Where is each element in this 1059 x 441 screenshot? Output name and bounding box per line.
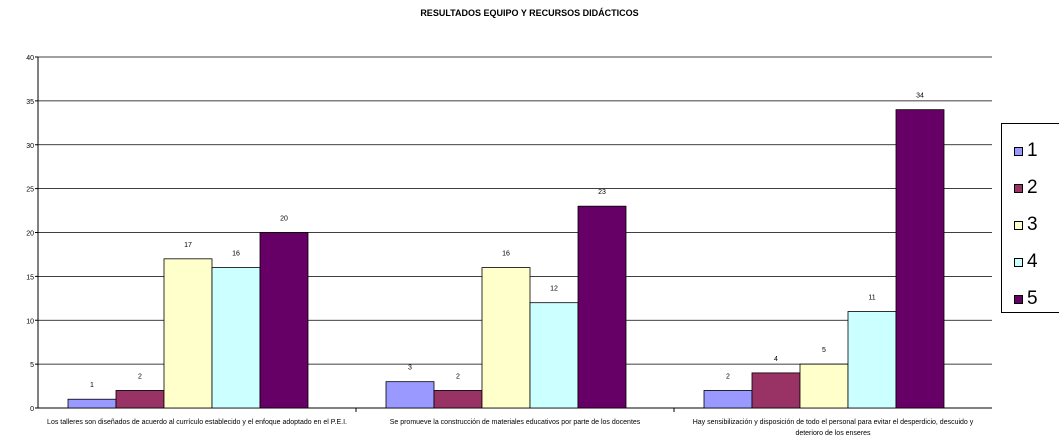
legend-item: 2 xyxy=(1014,175,1038,201)
legend-swatch xyxy=(1014,146,1023,156)
bar xyxy=(385,381,435,409)
y-tick-label: 15 xyxy=(26,274,34,281)
data-label: 5 xyxy=(822,347,826,354)
bar xyxy=(529,302,579,409)
legend-label: 4 xyxy=(1027,251,1038,272)
data-label: 12 xyxy=(550,286,558,293)
bar xyxy=(211,267,261,409)
data-label: 16 xyxy=(232,251,240,258)
data-label: 20 xyxy=(280,216,288,223)
data-label: 23 xyxy=(598,189,606,196)
y-tick-label: 35 xyxy=(26,99,34,106)
bar xyxy=(847,311,897,409)
bar xyxy=(703,390,753,409)
legend-label: 1 xyxy=(1027,140,1038,161)
bar xyxy=(67,398,117,409)
bar xyxy=(481,267,531,409)
y-tick-label: 25 xyxy=(26,187,34,194)
bar xyxy=(115,390,165,409)
legend: 1 2 3 4 5 xyxy=(1001,123,1059,313)
data-label: 16 xyxy=(502,251,510,258)
x-category-label: Se promueve la construcción de materiale… xyxy=(389,419,641,426)
data-label: 34 xyxy=(916,93,924,100)
legend-label: 2 xyxy=(1027,177,1038,198)
data-label: 2 xyxy=(726,373,730,380)
data-label: 2 xyxy=(456,373,460,380)
legend-label: 3 xyxy=(1027,214,1038,235)
bar xyxy=(259,232,309,409)
bar xyxy=(751,372,801,409)
legend-item: 5 xyxy=(1014,286,1038,312)
x-category-label: Los talleres son diseñados de acuerdo al… xyxy=(47,419,347,426)
data-label: 2 xyxy=(138,373,142,380)
data-label: 17 xyxy=(184,242,192,249)
x-category-label: Hay sensibilización y disposición de tod… xyxy=(692,419,974,437)
data-label: 3 xyxy=(408,365,412,372)
data-label: 11 xyxy=(868,294,875,301)
y-tick-label: 20 xyxy=(26,231,34,238)
bar xyxy=(799,363,849,409)
data-label: 1 xyxy=(90,382,94,389)
y-tick-label: 40 xyxy=(26,55,34,62)
y-tick-label: 10 xyxy=(26,318,34,325)
y-tick-label: 5 xyxy=(30,362,34,369)
chart-title: RESULTADOS EQUIPO Y RECURSOS DIDÁCTICOS xyxy=(420,8,639,18)
legend-swatch xyxy=(1014,257,1023,267)
legend-label: 5 xyxy=(1027,288,1038,309)
legend-item: 1 xyxy=(1014,138,1038,164)
bar xyxy=(895,109,945,409)
legend-item: 3 xyxy=(1014,212,1038,238)
bar xyxy=(433,390,483,409)
bar xyxy=(163,258,213,409)
y-tick-label: 0 xyxy=(30,406,34,413)
legend-swatch xyxy=(1014,183,1023,193)
y-tick-label: 30 xyxy=(26,143,34,150)
legend-swatch xyxy=(1014,294,1023,304)
data-label: 4 xyxy=(774,356,778,363)
legend-swatch xyxy=(1014,220,1023,230)
legend-item: 4 xyxy=(1014,249,1038,275)
bar xyxy=(577,205,627,409)
